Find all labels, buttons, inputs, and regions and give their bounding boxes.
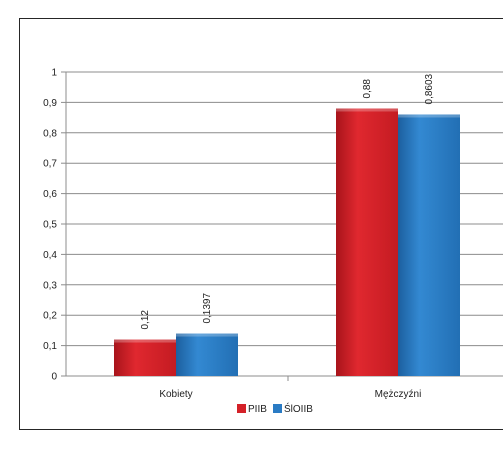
legend-label: ŚlOIIB [284,402,313,415]
bar-highlight [336,108,398,112]
y-tick-label: 0,3 [43,280,57,291]
y-tick-label: 0,4 [43,250,57,261]
legend: PIIB ŚlOIIB [237,402,313,415]
gridlines [66,71,503,347]
labels: 0 0,1 0,2 0,3 0,4 0,5 0,6 0,7 0,8 0,9 1 Kobiety 0,12… [43,68,435,401]
bar--loiib-0 [176,333,238,376]
bar-highlight [398,114,460,118]
y-tick-label: 0,8 [43,128,57,139]
y-tick-label: 0,6 [43,189,57,200]
y-tick-label: 1 [51,68,57,79]
data-label: 0,8603 [424,73,435,104]
bar--loiib-1 [398,114,460,376]
bar-highlight [114,339,176,343]
bar-highlight [176,333,238,337]
y-tick-label: 0,1 [43,341,57,352]
legend-swatch [237,404,246,413]
y-tick-label: 0,5 [43,220,57,231]
data-label: 0,88 [362,79,373,99]
legend-label: PIIB [248,404,267,415]
bars [114,108,460,376]
y-tick-label: 0 [51,372,57,383]
data-label: 0,1397 [202,293,213,324]
data-label: 0,12 [140,310,151,330]
y-tick-label: 0,7 [43,159,57,170]
category-label: Mężczyźni [375,389,422,400]
category-label: Kobiety [159,389,192,400]
bar-piib-0 [114,339,176,376]
y-tick-label: 0,9 [43,98,57,109]
legend-swatch [273,404,282,413]
y-tick-label: 0,2 [43,311,57,322]
bar-piib-1 [336,108,398,376]
